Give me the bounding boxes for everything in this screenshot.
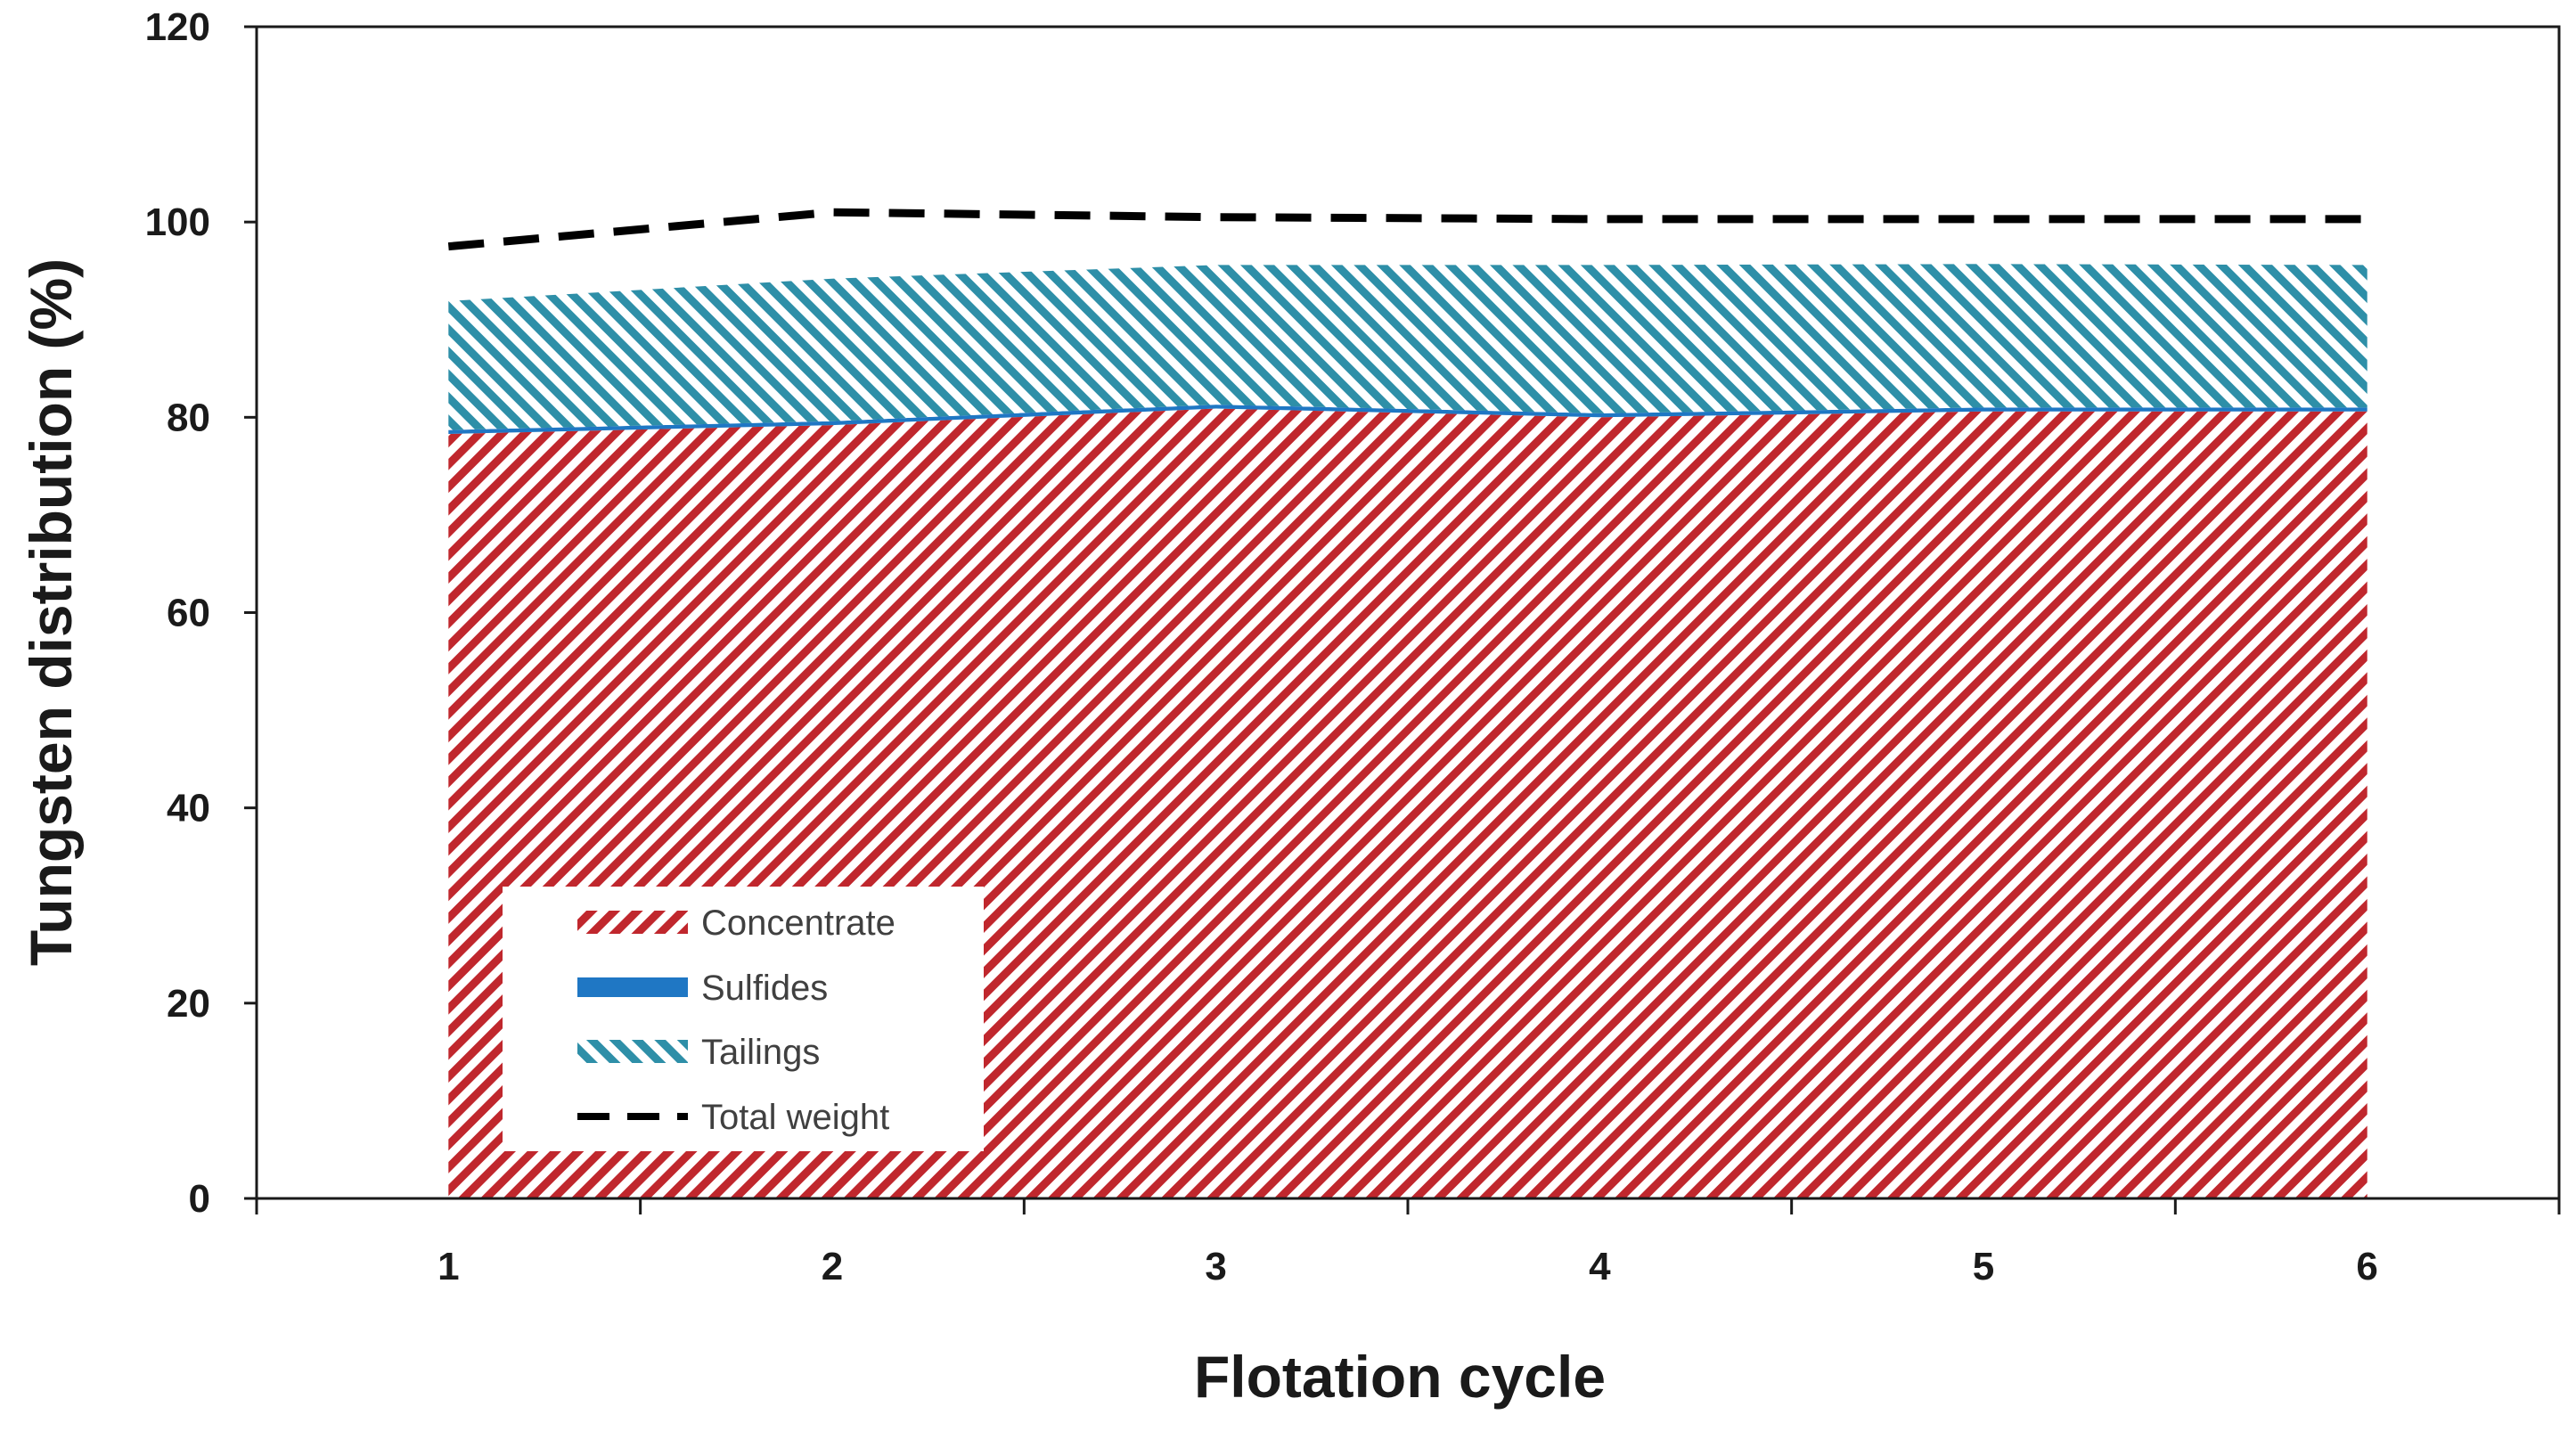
y-tick-label: 120 (145, 5, 210, 49)
x-axis-title: Flotation cycle (1194, 1344, 1606, 1410)
y-tick-label: 100 (145, 200, 210, 244)
legend-label-concentrate: Concentrate (701, 904, 895, 943)
y-axis-title: Tungsten distribution (%) (18, 258, 84, 966)
x-tick-label: 2 (822, 1245, 843, 1288)
y-tick-label: 60 (167, 592, 210, 635)
x-tick-label: 4 (1589, 1245, 1611, 1288)
legend-label-total-weight: Total weight (701, 1098, 889, 1137)
legend-label-tailings: Tailings (701, 1033, 820, 1072)
y-tick-label: 80 (167, 396, 210, 439)
area-tailings (448, 264, 2367, 430)
legend: Concentrate Sulfides Tailings Total weight (503, 887, 984, 1151)
line-total-weight (447, 208, 2367, 251)
legend-label-sulfides: Sulfides (701, 969, 828, 1008)
y-tick-label: 40 (167, 787, 210, 830)
x-tick-label: 1 (438, 1245, 459, 1288)
y-tick-label: 20 (167, 982, 210, 1026)
x-tick-label: 5 (1973, 1245, 1994, 1288)
legend-swatch-tailings (577, 1040, 688, 1063)
line-layer (447, 208, 2367, 251)
legend-swatch-concentrate (577, 911, 688, 934)
axes-layer: 0 20 40 60 80 100 120 1 2 3 4 5 6 (145, 5, 2561, 1288)
y-tick-label: 0 (189, 1177, 210, 1221)
x-tick-label: 3 (1205, 1245, 1226, 1288)
x-tick-label: 6 (2356, 1245, 2377, 1288)
legend-swatch-sulfides (577, 977, 688, 997)
area-sulfides (448, 405, 2367, 434)
